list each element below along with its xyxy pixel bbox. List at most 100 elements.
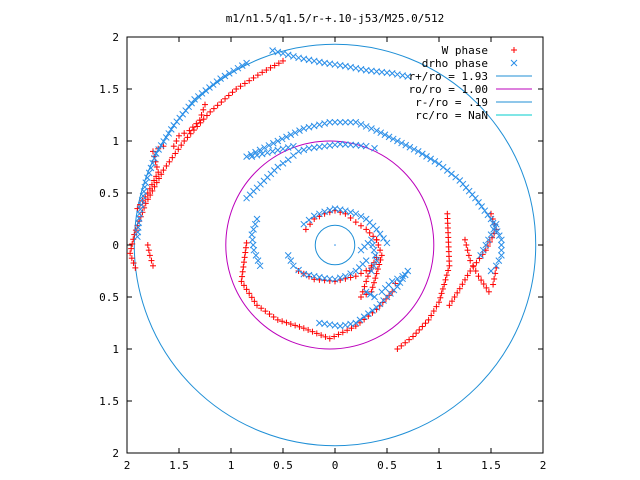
w-phase-point: [155, 169, 162, 176]
drho-phase-point: [404, 73, 412, 80]
drho-phase-point: [147, 164, 155, 172]
drho-phase-point: [398, 139, 405, 147]
drho-phase-point: [367, 291, 374, 298]
drho-phase-point: [217, 75, 224, 82]
w-phase-point: [326, 335, 333, 342]
w-phase-point: [176, 132, 182, 139]
w-phase-point: [150, 262, 156, 269]
drho-phase-point: [300, 55, 308, 63]
drho-phase-point: [253, 151, 261, 159]
drho-phase-point: [370, 262, 378, 270]
drho-phase-point: [202, 87, 210, 94]
w-phase-point: [128, 245, 135, 252]
drho-phase-point: [336, 274, 344, 282]
drho-phase-point: [274, 48, 282, 56]
drho-phase-point: [250, 226, 257, 233]
drho-phase-point: [369, 307, 376, 314]
w-phase-point: [262, 308, 269, 315]
drho-phase-point: [383, 239, 391, 247]
drho-phase-point: [206, 84, 213, 91]
drho-phase-point: [373, 226, 380, 233]
w-phase-point: [382, 295, 389, 302]
drho-phase-point: [448, 170, 455, 178]
w-phase-point: [311, 216, 318, 222]
drho-phase-point: [287, 257, 295, 264]
drho-phase-point: [487, 231, 495, 238]
drho-phase-point: [498, 241, 505, 249]
drho-phase-point: [185, 103, 193, 111]
drho-phase-point: [347, 270, 354, 277]
drho-phase-point: [151, 154, 158, 162]
drho-phase-point: [290, 142, 297, 150]
drho-phase-point: [368, 125, 375, 132]
drho-phase-point: [394, 283, 401, 290]
w-phase-point: [422, 320, 429, 327]
drho-phase-point: [475, 199, 482, 206]
drho-phase-point: [402, 141, 410, 149]
w-phase-point: [413, 330, 420, 337]
chart-title: m1/n1.5/q1.5/r-+.10-j53/M25.0/512: [226, 12, 445, 25]
w-phase-point: [203, 112, 210, 119]
x-tick-label: 0.5: [377, 459, 397, 472]
w-phase-point: [187, 130, 194, 137]
w-phase-point: [241, 259, 247, 266]
w-phase-point: [300, 325, 307, 332]
w-phase-point: [142, 193, 149, 200]
drho-phase-point: [261, 144, 268, 152]
drho-phase-point: [283, 133, 290, 141]
drho-phase-point: [149, 159, 157, 167]
w-phase-point: [305, 326, 312, 333]
drho-phase-point: [253, 215, 261, 223]
drho-phase-point: [342, 62, 349, 70]
w-phase-point: [364, 273, 371, 280]
w-phase-point: [193, 120, 200, 127]
w-phase-point: [358, 222, 364, 229]
w-phase-point: [146, 185, 153, 192]
drho-phase-point: [284, 252, 292, 259]
w-phase-point: [225, 92, 232, 99]
drho-phase-point: [389, 135, 397, 143]
w-phase-point: [271, 62, 278, 69]
drho-phase-point: [198, 90, 206, 97]
drho-phase-point: [369, 241, 377, 249]
drho-phase-point: [336, 206, 344, 213]
x-tick-label: 1.5: [169, 459, 189, 472]
y-tick-label: 0: [112, 239, 119, 252]
w-phase-point: [359, 288, 366, 295]
drho-phase-point: [414, 148, 422, 155]
y-tick-label: 1: [112, 343, 119, 356]
drho-phase-point: [316, 58, 323, 66]
w-phase-point: [369, 284, 376, 291]
w-phase-point: [131, 231, 138, 238]
drho-phase-point: [300, 125, 308, 132]
drho-phase-point: [290, 152, 297, 159]
w-phase-point: [181, 138, 188, 144]
w-phase-point: [456, 285, 463, 292]
drho-phase-point: [274, 146, 282, 154]
w-phase-point: [363, 278, 370, 285]
r-minus-circle: [314, 224, 356, 266]
w-phase-point: [153, 173, 160, 180]
drho-phase-point: [427, 155, 435, 163]
w-phase-point: [467, 268, 474, 274]
w-phase-point: [160, 167, 167, 174]
drho-phase-point: [176, 114, 184, 122]
legend-sample-drho-phase: [510, 59, 518, 67]
w-phase-point: [356, 319, 363, 326]
drho-phase-point: [388, 278, 396, 285]
drho-phase-point: [310, 122, 318, 130]
drho-phase-point: [380, 235, 387, 242]
drho-phase-point: [252, 252, 260, 259]
w-phase-point: [283, 319, 290, 326]
drho-phase-point: [269, 47, 276, 54]
w-phase-point: [173, 138, 180, 144]
w-phase-point: [178, 142, 185, 149]
drho-phase-point: [188, 99, 195, 107]
w-phase-point: [210, 105, 217, 112]
w-phase-point: [459, 281, 466, 288]
legend-label: ro/ro = 1.00: [409, 83, 488, 96]
drho-phase-point: [419, 150, 426, 158]
w-phase-point: [302, 226, 309, 233]
w-phase-point: [439, 285, 446, 292]
x-tick-label: 1.5: [481, 459, 501, 472]
